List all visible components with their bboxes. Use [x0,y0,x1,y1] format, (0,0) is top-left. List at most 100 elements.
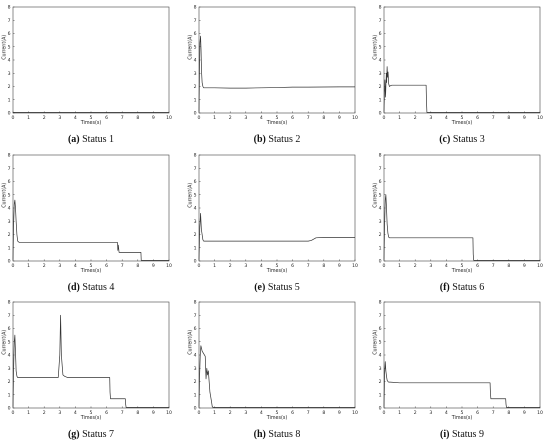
y-tick-label: 1 [194,392,197,398]
x-tick-label: 3 [244,263,247,269]
x-axis-label: Times(s) [80,268,102,274]
x-tick-label: 2 [43,410,46,416]
y-tick-label: 1 [194,97,197,103]
y-tick-label: 8 [8,153,11,159]
caption-label: (c) [439,134,450,145]
caption-text: Status 3 [453,134,485,145]
y-tick-label: 1 [8,97,11,103]
x-tick-label: 3 [58,263,61,269]
x-tick-label: 1 [398,410,401,416]
panel-caption: (f) Status 6 [440,282,484,293]
plot-frame [383,301,541,409]
x-tick-label: 4 [74,263,77,269]
x-tick-label: 0 [383,263,386,269]
caption-text: Status 4 [82,282,114,293]
y-tick-label: 3 [379,219,382,225]
y-tick-label: 0 [194,406,197,412]
x-tick-label: 5 [90,263,93,269]
y-tick-label: 4 [8,206,11,212]
chart-panel: 0 1 2 3 4 5 6 7 8 9 10 0 1 2 3 4 5 6 7 8 Times(s) Current(A) (… [188,5,358,145]
caption-text: Status 2 [268,134,300,145]
panel-caption: (e) Status 5 [254,282,300,293]
y-axis-label: Current(A) [2,183,8,208]
y-tick-label: 7 [194,166,197,172]
x-tick-label: 3 [244,115,247,121]
y-tick-label: 0 [8,111,11,117]
caption-text: Status 9 [452,429,484,440]
series-line [383,361,540,408]
panel-caption: (h) Status 8 [254,429,301,440]
x-tick-label: 6 [476,410,479,416]
y-tick-label: 2 [8,84,11,90]
x-tick-label: 6 [476,115,479,121]
x-tick-label: 10 [166,410,172,416]
x-tick-label: 3 [429,263,432,269]
x-tick-label: 5 [276,410,279,416]
x-tick-label: 2 [414,263,417,269]
y-axis-label: Current(A) [373,183,379,208]
x-tick-label: 0 [12,115,15,121]
x-tick-label: 1 [398,115,401,121]
y-tick-label: 2 [379,232,382,238]
series-line [12,314,169,408]
y-tick-label: 4 [194,206,197,212]
chart-panel: 0 1 2 3 4 5 6 7 8 9 10 0 1 2 3 4 5 6 7 8 Times(s) Current(A) (… [373,300,543,440]
panel-caption: (c) Status 3 [439,134,485,145]
panel-caption: (d) Status 4 [68,282,115,293]
y-tick-label: 6 [8,326,11,332]
y-tick-label: 6 [379,31,382,37]
x-tick-label: 5 [276,115,279,121]
x-tick-label: 4 [445,410,448,416]
y-tick-label: 6 [379,326,382,332]
x-tick-label: 9 [152,410,155,416]
y-tick-label: 5 [194,192,197,198]
x-tick-label: 6 [291,263,294,269]
y-tick-label: 0 [8,259,11,265]
x-tick-label: 8 [136,410,139,416]
series-line [198,35,355,112]
caption-label: (b) [254,134,266,145]
x-tick-label: 0 [198,263,201,269]
caption-label: (g) [68,429,80,440]
x-tick-label: 6 [105,263,108,269]
y-tick-label: 2 [194,232,197,238]
x-axis-label: Times(s) [451,268,473,274]
x-tick-label: 2 [43,263,46,269]
y-axis-label: Current(A) [188,183,194,208]
x-tick-label: 2 [229,115,232,121]
x-tick-label: 9 [152,263,155,269]
x-axis-label: Times(s) [80,415,102,421]
x-tick-label: 8 [322,115,325,121]
y-tick-label: 0 [194,111,197,117]
x-tick-label: 7 [307,263,310,269]
y-tick-label: 8 [194,5,197,11]
y-axis-label: Current(A) [188,330,194,355]
x-tick-label: 2 [414,410,417,416]
y-tick-label: 8 [194,153,197,159]
panel-caption: (i) Status 9 [440,429,484,440]
x-tick-label: 5 [461,115,464,121]
x-tick-label: 3 [58,410,61,416]
plot-frame [198,154,356,262]
y-tick-label: 0 [8,406,11,412]
x-tick-label: 0 [383,410,386,416]
series-line [198,212,355,260]
y-tick-label: 1 [379,245,382,251]
x-tick-label: 7 [492,115,495,121]
x-axis-label: Times(s) [266,268,288,274]
y-tick-label: 5 [8,44,11,50]
y-tick-label: 5 [379,339,382,345]
x-tick-label: 8 [507,410,510,416]
caption-label: (d) [68,282,80,293]
x-axis-label: Times(s) [451,415,473,421]
y-tick-label: 5 [379,192,382,198]
caption-label: (i) [440,429,449,440]
x-tick-label: 0 [383,115,386,121]
x-tick-label: 7 [307,410,310,416]
x-tick-label: 10 [352,115,358,121]
x-tick-label: 1 [398,263,401,269]
y-tick-label: 3 [8,71,11,77]
x-tick-label: 5 [276,263,279,269]
x-tick-label: 7 [121,263,124,269]
